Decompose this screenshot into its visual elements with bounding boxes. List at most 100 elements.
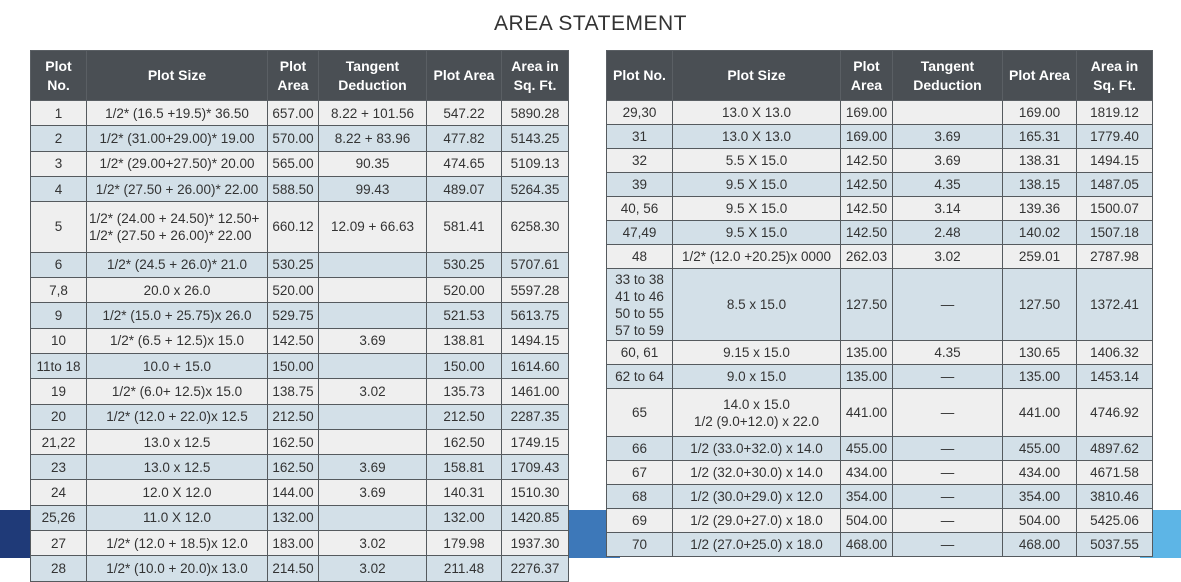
cell-tangent-deduction: 3.14 — [892, 196, 1003, 221]
cell-plot-no: 32 — [606, 148, 673, 173]
table-header-row: Plot No. Plot Size Plot Area Tangent Deduct… — [30, 50, 569, 101]
cell-net-plot-area: 138.31 — [1002, 148, 1077, 173]
cell-plot-area: 660.12 — [267, 201, 319, 253]
cell-net-plot-area: 211.48 — [426, 555, 502, 582]
cell-plot-no: 29,30 — [606, 100, 673, 125]
cell-plot-no: 70 — [606, 532, 673, 557]
column-header-plot-no: Plot No. — [30, 50, 87, 101]
cell-plot-area: 150.00 — [267, 352, 319, 380]
column-header-net-plot-area: Plot Area — [1002, 50, 1077, 101]
cell-plot-area: 434.00 — [840, 460, 893, 485]
cell-plot-area: 504.00 — [840, 508, 893, 533]
table-row: 24 12.0 X 12.0 144.00 3.69 140.31 1510.30 — [30, 479, 569, 506]
cell-area-sq-ft: 4671.58 — [1076, 460, 1153, 485]
cell-area-sq-ft: 4897.62 — [1076, 436, 1153, 461]
table-header-row: Plot No. Plot Size Plot Area Tangent Deduct… — [606, 50, 1153, 101]
cell-net-plot-area: 140.31 — [426, 479, 502, 506]
cell-tangent-deduction — [318, 277, 427, 304]
cell-plot-area: 162.50 — [267, 454, 319, 481]
cell-plot-size: 13.0 x 12.5 — [86, 428, 268, 456]
cell-tangent-deduction: — — [892, 364, 1003, 389]
cell-net-plot-area: 581.41 — [426, 201, 502, 253]
cell-plot-size: 1/2 (32.0+30.0) x 14.0 — [672, 460, 841, 485]
cell-plot-size: 11.0 X 12.0 — [86, 504, 268, 532]
cell-plot-size: 1/2 (30.0+29.0) x 12.0 — [672, 484, 841, 509]
cell-tangent-deduction: 3.02 — [318, 530, 427, 557]
cell-area-sq-ft: 4746.92 — [1076, 388, 1153, 437]
cell-area-sq-ft: 5613.75 — [501, 302, 569, 329]
cell-net-plot-area: 504.00 — [1002, 508, 1077, 533]
cell-plot-size: 1/2* (16.5 +19.5)* 36.50 — [86, 99, 268, 127]
cell-plot-no: 28 — [30, 555, 87, 582]
page-title: AREA STATEMENT — [494, 12, 687, 35]
cell-plot-no: 7,8 — [30, 277, 87, 304]
cell-plot-no: 23 — [30, 454, 87, 481]
cell-plot-area: 135.00 — [840, 340, 893, 365]
cell-tangent-deduction — [318, 302, 427, 329]
cell-plot-no: 40, 56 — [606, 196, 673, 221]
cell-plot-size: 9.5 X 15.0 — [672, 196, 841, 221]
table-row: 25,26 11.0 X 12.0 132.00 132.00 1420.85 — [30, 504, 569, 532]
cell-tangent-deduction: — — [892, 388, 1003, 437]
cell-plot-no: 10 — [30, 327, 87, 354]
cell-net-plot-area: 520.00 — [426, 277, 502, 304]
cell-plot-size: 1/2* (27.50 + 26.00)* 22.00 — [86, 175, 268, 203]
column-header-plot-no: Plot No. — [606, 50, 673, 101]
cell-tangent-deduction — [892, 100, 1003, 125]
cell-plot-no: 25,26 — [30, 504, 87, 532]
table-row: 19 1/2* (6.0+ 12.5)x 15.0 138.75 3.02 135.73… — [30, 378, 569, 405]
cell-area-sq-ft: 5037.55 — [1076, 532, 1153, 557]
table-row: 62 to 64 9.0 x 15.0 135.00—135.00 1453.14 — [606, 364, 1153, 389]
cell-net-plot-area: 127.50 — [1002, 268, 1077, 341]
cell-plot-area: 455.00 — [840, 436, 893, 461]
table-row: 29,30 13.0 X 13.0 169.00 169.00 1819.12 — [606, 100, 1153, 125]
cell-plot-no: 3 — [30, 150, 87, 177]
cell-net-plot-area: 455.00 — [1002, 436, 1077, 461]
cell-plot-area: 262.03 — [840, 244, 893, 269]
cell-plot-area: 570.00 — [267, 125, 319, 152]
cell-net-plot-area: 158.81 — [426, 454, 502, 481]
cell-plot-size: 9.0 x 15.0 — [672, 364, 841, 389]
cell-net-plot-area: 434.00 — [1002, 460, 1077, 485]
cell-area-sq-ft: 1937.30 — [501, 530, 569, 557]
table-row: 60, 61 9.15 x 15.0 135.00 4.35 130.65 1406.32 — [606, 340, 1153, 365]
table-row: 11to 18 10.0 + 15.0 150.00 150.00 1614.60 — [30, 352, 569, 380]
table-row: 20 1/2* (12.0 + 22.0)x 12.5 212.50 212.50 22… — [30, 403, 569, 430]
cell-tangent-deduction: — — [892, 508, 1003, 533]
table-row: 27 1/2* (12.0 + 18.5)x 12.0 183.00 3.02 179.… — [30, 530, 569, 557]
cell-plot-area: 169.00 — [840, 124, 893, 149]
cell-plot-size: 9.5 X 15.0 — [672, 220, 841, 245]
cell-plot-area: 588.50 — [267, 175, 319, 203]
cell-tangent-deduction: 3.69 — [318, 327, 427, 354]
cell-plot-no: 39 — [606, 172, 673, 197]
cell-area-sq-ft: 6258.30 — [501, 201, 569, 253]
cell-area-sq-ft: 1507.18 — [1076, 220, 1153, 245]
cell-net-plot-area: 135.73 — [426, 378, 502, 405]
cell-plot-area: 132.00 — [267, 504, 319, 532]
cell-tangent-deduction: — — [892, 484, 1003, 509]
cell-net-plot-area: 169.00 — [1002, 100, 1077, 125]
cell-plot-no: 68 — [606, 484, 673, 509]
cell-net-plot-area: 130.65 — [1002, 340, 1077, 365]
cell-tangent-deduction: 4.35 — [892, 340, 1003, 365]
cell-net-plot-area: 138.81 — [426, 327, 502, 354]
table-row: 70 1/2 (27.0+25.0) x 18.0 468.00—468.00 503… — [606, 532, 1153, 557]
table-row: 68 1/2 (30.0+29.0) x 12.0 354.00—354.00 381… — [606, 484, 1153, 509]
cell-plot-area: 183.00 — [267, 530, 319, 557]
cell-tangent-deduction: 12.09 + 66.63 — [318, 201, 427, 253]
table-row: 1 1/2* (16.5 +19.5)* 36.50 657.00 8.22 + 10… — [30, 99, 569, 127]
cell-plot-area: 142.50 — [840, 148, 893, 173]
cell-area-sq-ft: 2287.35 — [501, 403, 569, 430]
cell-plot-area: 169.00 — [840, 100, 893, 125]
cell-net-plot-area: 474.65 — [426, 150, 502, 177]
cell-tangent-deduction: 3.69 — [892, 148, 1003, 173]
table-row: 3 1/2* (29.00+27.50)* 20.00 565.00 90.35 474… — [30, 150, 569, 177]
cell-net-plot-area: 150.00 — [426, 352, 502, 380]
cell-area-sq-ft: 5890.28 — [501, 99, 569, 127]
cell-plot-size: 1/2* (15.0 + 25.75)x 26.0 — [86, 302, 268, 329]
cell-tangent-deduction: 3.02 — [318, 378, 427, 405]
table-row: 6 1/2* (24.5 + 26.0)* 21.0 530.25 530.25 570… — [30, 251, 569, 279]
cell-area-sq-ft: 1406.32 — [1076, 340, 1153, 365]
cell-area-sq-ft: 1494.15 — [501, 327, 569, 354]
cell-plot-size: 13.0 X 13.0 — [672, 124, 841, 149]
